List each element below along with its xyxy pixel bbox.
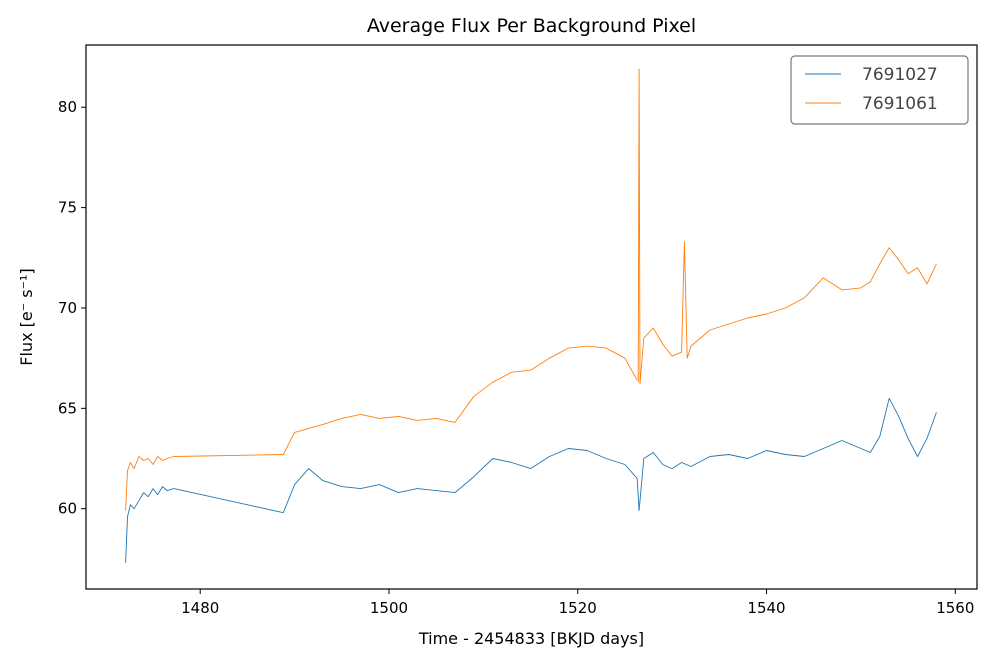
y-tick-label: 60 <box>58 500 77 518</box>
x-tick-label: 1560 <box>936 599 974 617</box>
legend-label-7691027: 7691027 <box>862 65 938 85</box>
y-tick-label: 80 <box>58 98 77 116</box>
y-tick-label: 65 <box>58 399 77 417</box>
series-line-7691061-segment-3 <box>637 68 641 385</box>
y-axis-label: Flux [e⁻ s⁻¹] <box>17 268 36 365</box>
y-tick-label: 70 <box>58 299 77 317</box>
series-line-7691061-segment-4 <box>639 241 937 385</box>
series-layer <box>125 68 937 563</box>
legend-label-7691061: 7691061 <box>862 94 938 114</box>
legend-box <box>790 55 969 125</box>
x-tick-label: 1480 <box>181 599 219 617</box>
plot-lines <box>125 68 937 563</box>
series-line-7691027-segment-2 <box>282 448 638 513</box>
x-tick-label: 1540 <box>747 599 785 617</box>
x-tick-label: 1500 <box>370 599 408 617</box>
series-line-7691027-segment-1 <box>173 488 284 514</box>
x-axis: 1480 1500 1520 1540 1560 <box>181 589 974 617</box>
x-axis-label: Time - 2454833 [BKJD days] <box>418 629 644 648</box>
x-tick-label: 1520 <box>559 599 597 617</box>
chart-title: Average Flux Per Background Pixel <box>367 15 696 37</box>
plot-frame <box>85 44 978 590</box>
series-line-7691061-segment-0 <box>125 456 174 511</box>
legend: 7691027 7691061 <box>790 55 969 125</box>
y-axis: 60 65 70 75 80 <box>58 98 86 518</box>
series-line-7691061-segment-2 <box>282 345 638 455</box>
series-line-7691027-segment-4 <box>638 397 937 511</box>
series-line-7691027-segment-0 <box>125 486 174 563</box>
series-line-7691027-segment-3 <box>636 478 640 511</box>
y-tick-label: 75 <box>58 199 77 217</box>
series-line-7691061-segment-1 <box>173 454 284 457</box>
